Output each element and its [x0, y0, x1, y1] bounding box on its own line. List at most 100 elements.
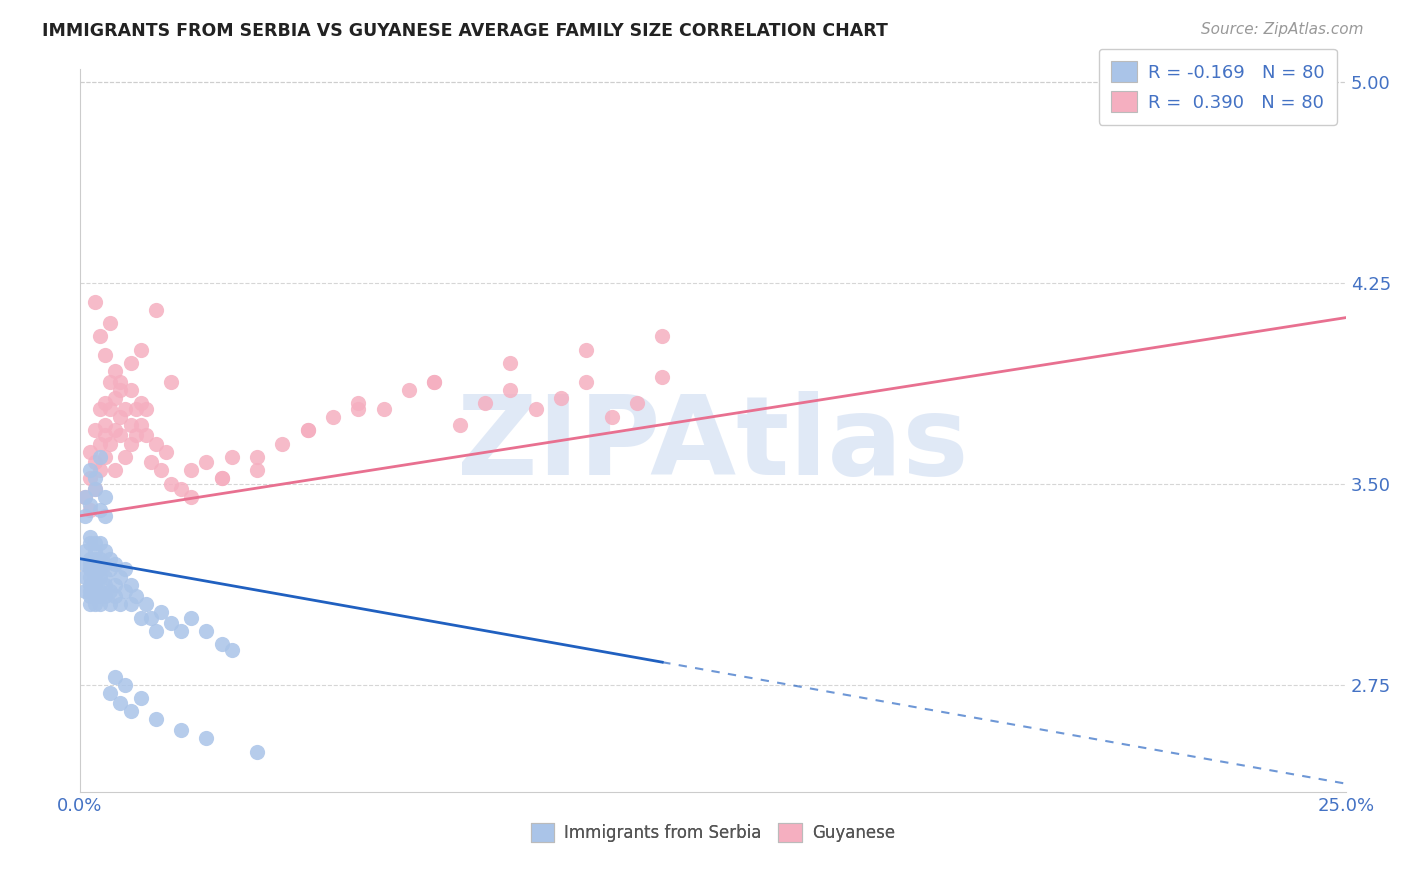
Point [89, 535, 111, 549]
Point [104, 669, 127, 683]
Point [104, 463, 127, 477]
Point [84, 570, 107, 584]
Point [79, 578, 101, 592]
Point [79, 570, 101, 584]
Point [84, 562, 107, 576]
Point [124, 589, 146, 603]
Point [120, 704, 142, 718]
Point [89, 562, 111, 576]
Point [104, 364, 127, 378]
Point [114, 401, 136, 416]
Point [89, 583, 111, 598]
Text: ZIPAtlas: ZIPAtlas [457, 391, 969, 498]
Point [94, 490, 117, 504]
Point [104, 589, 127, 603]
Point [89, 551, 111, 566]
Point [160, 375, 183, 389]
Point [84, 551, 107, 566]
Point [94, 589, 117, 603]
Point [180, 610, 202, 624]
Point [120, 383, 142, 397]
Point [110, 375, 132, 389]
Point [73, 557, 96, 571]
Point [84, 578, 107, 592]
Point [84, 471, 107, 485]
Point [79, 597, 101, 611]
Point [73, 490, 96, 504]
Point [180, 490, 202, 504]
Point [195, 455, 218, 469]
Point [84, 589, 107, 603]
Point [89, 329, 111, 343]
Point [120, 597, 142, 611]
Point [139, 610, 162, 624]
Point [160, 615, 183, 630]
Point [79, 551, 101, 566]
Point [114, 583, 136, 598]
Point [104, 391, 127, 405]
Point [170, 624, 193, 638]
Point [89, 503, 111, 517]
Point [145, 302, 167, 317]
Point [373, 401, 395, 416]
Point [79, 583, 101, 598]
Point [170, 482, 193, 496]
Point [180, 463, 202, 477]
Point [129, 343, 152, 357]
Point [89, 463, 111, 477]
Point [120, 417, 142, 432]
Point [110, 570, 132, 584]
Point [84, 557, 107, 571]
Point [94, 557, 117, 571]
Point [98, 583, 121, 598]
Point [651, 369, 673, 384]
Point [110, 696, 132, 710]
Point [271, 436, 294, 450]
Point [104, 423, 127, 437]
Point [124, 401, 146, 416]
Point [79, 503, 101, 517]
Point [145, 436, 167, 450]
Point [129, 417, 152, 432]
Point [89, 436, 111, 450]
Point [474, 396, 496, 410]
Point [246, 745, 269, 759]
Point [98, 685, 121, 699]
Point [322, 409, 344, 424]
Point [135, 401, 157, 416]
Point [221, 450, 243, 464]
Point [155, 444, 177, 458]
Point [79, 589, 101, 603]
Point [98, 551, 121, 566]
Point [89, 450, 111, 464]
Point [499, 383, 522, 397]
Point [110, 409, 132, 424]
Point [120, 436, 142, 450]
Point [98, 562, 121, 576]
Point [84, 597, 107, 611]
Point [79, 463, 101, 477]
Point [79, 562, 101, 576]
Point [94, 508, 117, 523]
Point [149, 605, 172, 619]
Point [135, 428, 157, 442]
Point [297, 423, 319, 437]
Point [145, 712, 167, 726]
Point [160, 476, 183, 491]
Point [98, 597, 121, 611]
Point [84, 543, 107, 558]
Point [600, 409, 623, 424]
Point [626, 396, 648, 410]
Point [211, 637, 233, 651]
Point [114, 677, 136, 691]
Point [246, 450, 269, 464]
Point [221, 642, 243, 657]
Point [94, 578, 117, 592]
Point [129, 690, 152, 705]
Point [170, 723, 193, 737]
Point [94, 348, 117, 362]
Point [449, 417, 471, 432]
Point [94, 396, 117, 410]
Point [79, 557, 101, 571]
Point [98, 375, 121, 389]
